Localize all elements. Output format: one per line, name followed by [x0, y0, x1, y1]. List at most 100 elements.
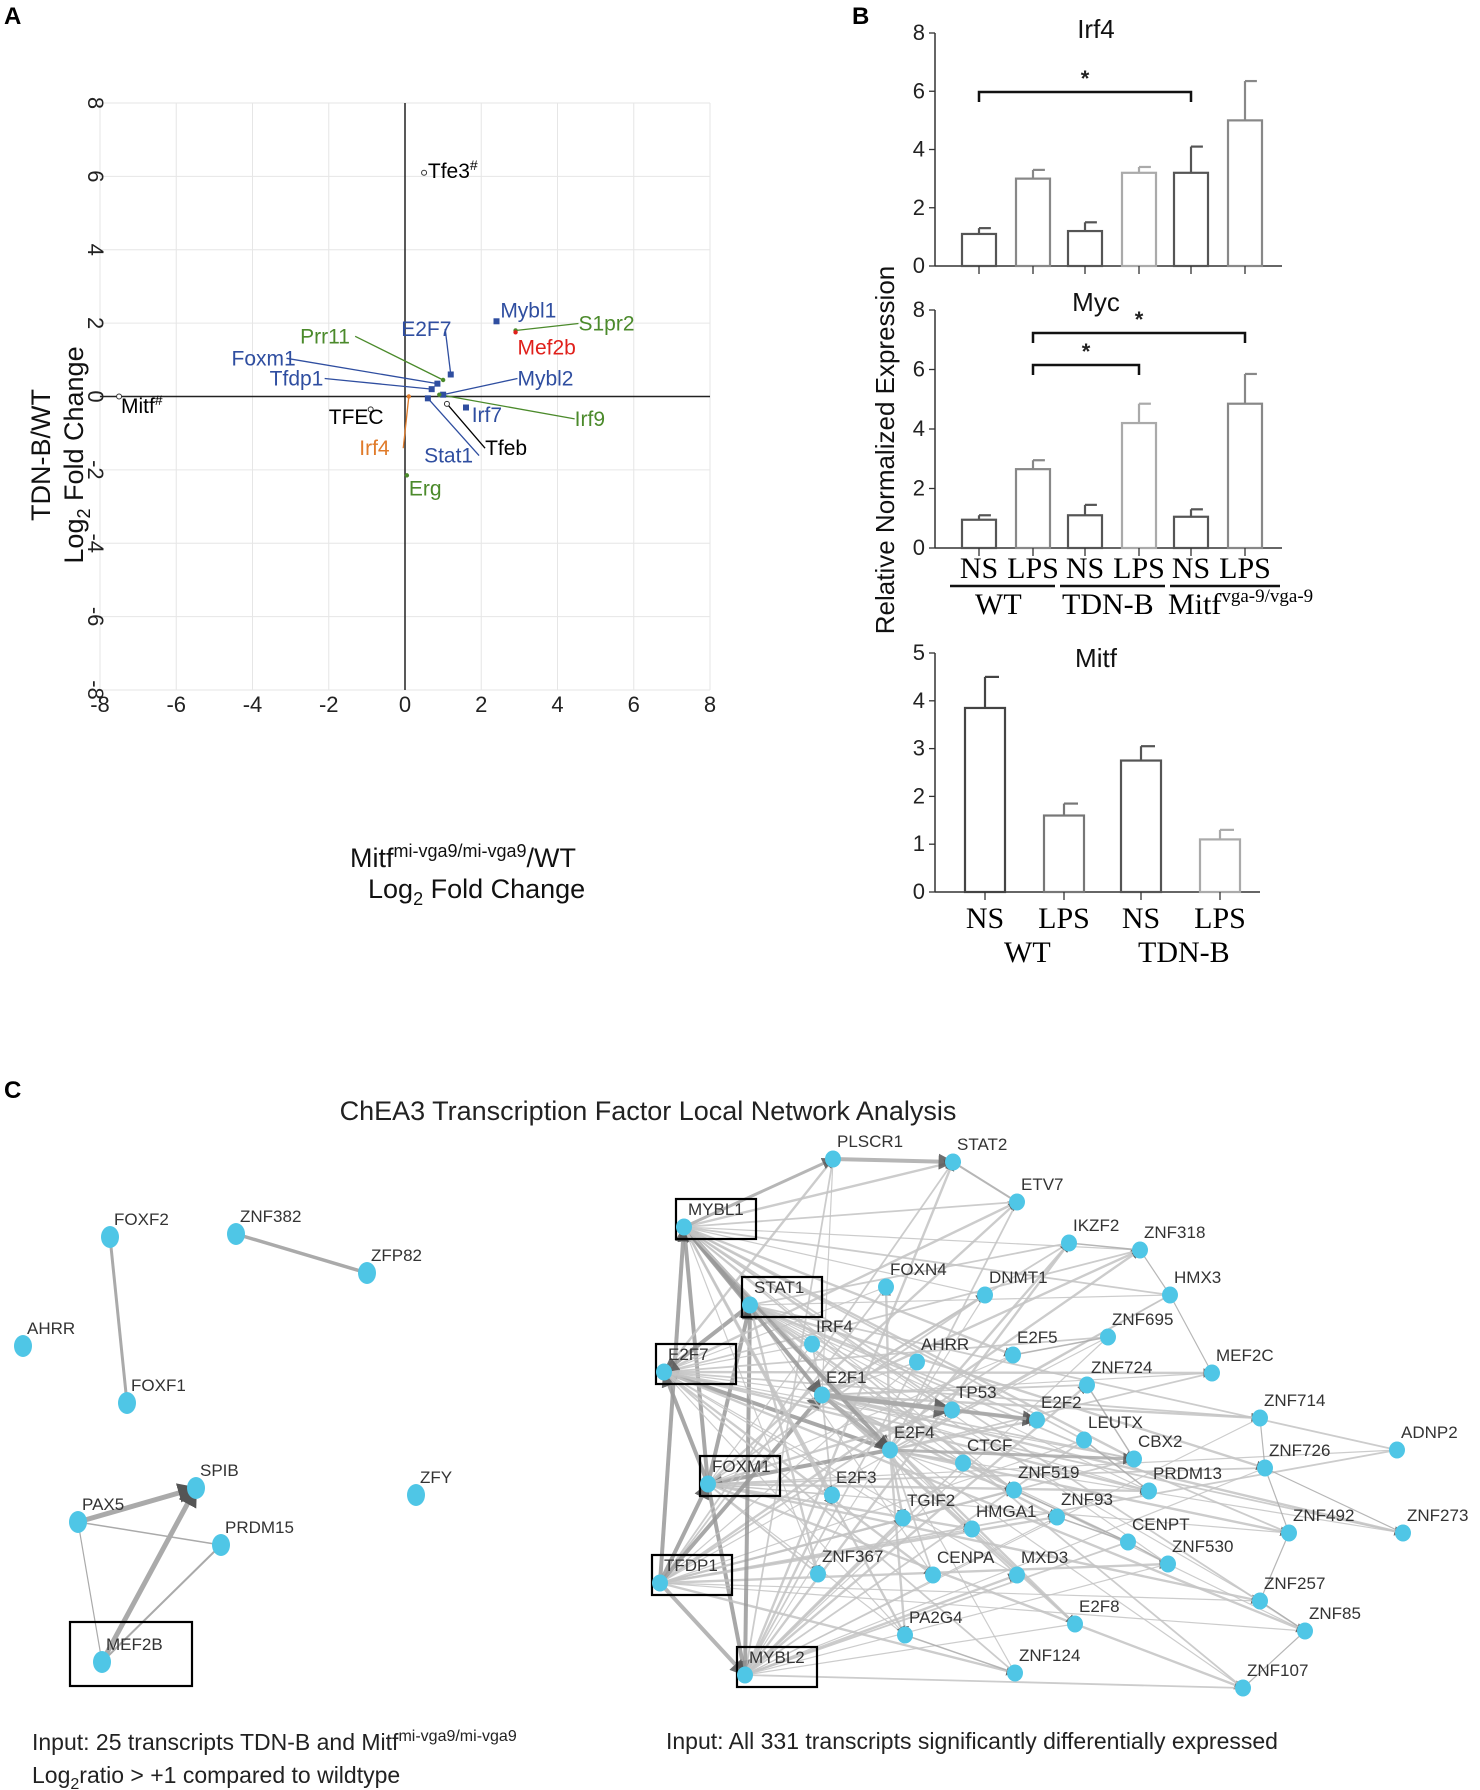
mitf-group-wt: WT [1004, 936, 1051, 969]
node-znf273 [1395, 1524, 1411, 1542]
bar-charts: Relative Normalized Expression 0 2 4 6 8 * Irf… [870, 14, 1313, 969]
myc-category-label: NS [960, 552, 998, 585]
node-foxf2 [101, 1226, 119, 1248]
node-leutx [1076, 1431, 1092, 1449]
node-zfp82 [358, 1262, 376, 1284]
node-mybl2 [737, 1666, 753, 1684]
node-label-hmga1: HMGA1 [976, 1502, 1036, 1521]
point-tfec [367, 406, 374, 413]
right-edge [1264, 1467, 1404, 1534]
left-edge [77, 1521, 104, 1663]
network-edges [77, 1153, 1404, 1692]
point-erg [404, 473, 410, 478]
right-edge [1056, 1516, 1129, 1544]
right-edge [683, 1225, 1135, 1461]
scatter-leader-lines [286, 322, 579, 456]
right-edge [1242, 1630, 1306, 1689]
node-znf724 [1079, 1376, 1095, 1394]
node-label-zfy: ZFY [420, 1468, 452, 1487]
mitf-bar [963, 706, 1007, 894]
right-edge [821, 1393, 1261, 1423]
node-label-e2f2: E2F2 [1041, 1393, 1082, 1412]
node-label-znf530: ZNF530 [1172, 1537, 1233, 1556]
point-irf7 [463, 404, 469, 411]
irf4-bar [1226, 119, 1264, 268]
leader-line-irf9 [439, 394, 575, 420]
node-ahrr [14, 1335, 32, 1357]
point-e2f7 [447, 371, 454, 378]
right-edge [659, 1582, 1261, 1604]
node-znf124 [1007, 1664, 1023, 1682]
right-edge [663, 1371, 906, 1636]
node-label-etv7: ETV7 [1021, 1175, 1064, 1194]
mitf-y-tick-label: 1 [913, 831, 925, 856]
point-tfeb [443, 400, 450, 407]
right-edge [904, 1633, 1016, 1674]
node-pax5 [69, 1511, 87, 1533]
mitf-category-label: LPS [1038, 902, 1090, 935]
node-mef2c [1204, 1364, 1220, 1382]
myc-category-label: NS [1172, 552, 1210, 585]
node-label-e2f8: E2F8 [1079, 1597, 1120, 1616]
right-edge [1068, 1242, 1141, 1253]
right-edge [683, 1226, 973, 1530]
node-hmga1 [964, 1520, 980, 1538]
highlight-box-mybl1 [674, 1197, 758, 1241]
node-label-stat1: STAT1 [754, 1278, 804, 1297]
myc-bar [1226, 402, 1264, 550]
node-label-mef2b: MEF2B [106, 1635, 163, 1654]
right-edge [683, 1198, 1018, 1228]
node-label-mybl2: MYBL2 [749, 1648, 805, 1667]
node-mxd3 [1009, 1566, 1025, 1584]
node-znf726 [1257, 1459, 1273, 1477]
right-edge [663, 1370, 1150, 1494]
label-tfdp1: Tfdp1 [270, 367, 324, 390]
mitf-group-labels: WT TDN-B [1004, 936, 1230, 969]
right-edge [662, 1303, 752, 1374]
x-tick-label: -8 [90, 692, 110, 717]
node-label-prdm15: PRDM15 [225, 1518, 294, 1537]
left-edge [235, 1232, 368, 1275]
right-edge [744, 1573, 1018, 1677]
right-edge [1259, 1600, 1306, 1632]
mitf-y-tick-label: 2 [913, 783, 925, 808]
myc-bar [960, 518, 998, 550]
myc-y-tick-label: 6 [913, 357, 925, 382]
x-tick-label: -2 [319, 692, 339, 717]
mitf-y-tick-label: 0 [913, 879, 925, 904]
right-edge [951, 1408, 1039, 1425]
right-edge [744, 1562, 1169, 1676]
right-edge [706, 1448, 891, 1490]
irf4-title: Irf4 [1077, 14, 1115, 44]
label-mybl2: Mybl2 [517, 367, 573, 390]
node-ikzf2 [1061, 1234, 1077, 1252]
right-edge [744, 1622, 1076, 1676]
y-tick-label: -4 [83, 533, 108, 553]
node-label-znf85: ZNF85 [1309, 1604, 1361, 1623]
panel-letter-a: A [4, 3, 21, 30]
left-edge [108, 1236, 129, 1404]
node-label-znf382: ZNF382 [240, 1207, 301, 1226]
right-edge [683, 1225, 1014, 1357]
point-mybl1 [493, 318, 500, 325]
y-tick-label: 6 [83, 170, 108, 182]
myc-significance-star: * [1082, 339, 1091, 364]
label-irf9: Irf9 [575, 408, 605, 431]
panel-letter-c: C [4, 1077, 21, 1104]
mitf-category-label: NS [1122, 902, 1160, 935]
right-edge [744, 1384, 1088, 1676]
right-edge [889, 1336, 1109, 1451]
right-edge [889, 1448, 1136, 1465]
label-mybl1: Mybl1 [500, 300, 556, 323]
mitf-y-tick-label: 4 [913, 688, 925, 713]
leader-line-s1pr2 [515, 322, 579, 332]
mitf-group-tdnb: TDN-B [1138, 936, 1230, 969]
right-edge [744, 1517, 904, 1676]
node-znf107 [1235, 1679, 1251, 1697]
scatter-points [116, 169, 518, 478]
myc-bar [1066, 514, 1104, 550]
right-edge [683, 1159, 954, 1229]
caption-left-2: Log2ratio > +1 compared to wildtype [32, 1762, 400, 1790]
irf4-significance-bracket [977, 90, 1193, 102]
mitf-bar [1198, 838, 1242, 894]
